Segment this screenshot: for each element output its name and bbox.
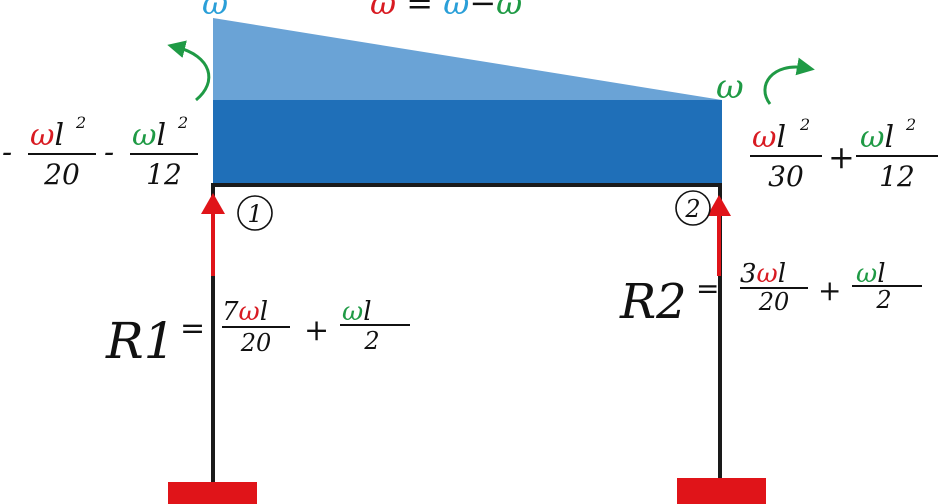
reaction-1-plus: + bbox=[304, 313, 329, 348]
node-1-label: 1 bbox=[247, 200, 262, 228]
eq-term-b: ω bbox=[496, 0, 522, 22]
reaction-arrow-1 bbox=[201, 193, 225, 276]
reaction-2-t2-den: 2 bbox=[875, 286, 891, 314]
moment-left-sign-1: - bbox=[2, 135, 12, 170]
moment-right-t1-exp: 2 bbox=[799, 115, 810, 134]
moment-left-sign-2: - bbox=[104, 135, 114, 170]
reaction-1-t2-den: 2 bbox=[363, 327, 379, 355]
reaction-2-label: R2 bbox=[619, 274, 687, 330]
node-2-marker: 2 bbox=[675, 190, 711, 226]
reaction-1-t1-den: 20 bbox=[240, 329, 272, 357]
moment-left-t2-den: 12 bbox=[146, 158, 182, 191]
reaction-1-expression: R1 = 7ωl 20 + ωl 2 bbox=[105, 297, 410, 370]
eq-minus: − bbox=[469, 0, 496, 22]
moment-left-t1-den: 20 bbox=[43, 158, 80, 191]
reaction-2-t2-num: ωl bbox=[856, 259, 886, 289]
reaction-arrow-2 bbox=[707, 195, 731, 276]
moment-left-t2-num: ωl bbox=[132, 118, 166, 153]
node-1-marker: 1 bbox=[237, 195, 273, 231]
right-fixed-support bbox=[677, 478, 766, 504]
moment-right-t1-num: ωl bbox=[752, 120, 786, 155]
moment-left-expression: - ωl 2 20 - ωl 2 12 bbox=[2, 113, 198, 191]
moment-left-t1-exp: 2 bbox=[75, 113, 86, 132]
omega-left-label: ω bbox=[202, 0, 228, 22]
moment-right-t2-exp: 2 bbox=[905, 115, 916, 134]
reaction-1-t1-num: 7ωl bbox=[222, 297, 268, 327]
reaction-2-equals: = bbox=[696, 272, 719, 305]
reaction-1-equals: = bbox=[180, 311, 205, 346]
left-moment-arrow bbox=[167, 40, 211, 102]
right-moment-arrow bbox=[763, 57, 815, 105]
reaction-2-t1-den: 20 bbox=[758, 288, 790, 316]
moment-left-t1-num: ωl bbox=[30, 118, 64, 153]
omega-right-label: ω bbox=[716, 67, 744, 107]
uniform-load bbox=[213, 100, 722, 184]
reaction-1-t2-num: ωl bbox=[342, 297, 372, 327]
moment-left-t2-exp: 2 bbox=[177, 113, 188, 132]
moment-right-t1-den: 30 bbox=[768, 160, 804, 193]
eq-equals: = bbox=[396, 0, 443, 22]
eq-term-a: ω bbox=[443, 0, 469, 22]
node-2-label: 2 bbox=[684, 195, 700, 223]
moment-right-expression: ωl 2 30 + ωl 2 12 bbox=[750, 115, 938, 193]
reaction-2-plus: + bbox=[818, 274, 841, 307]
moment-right-t2-num: ωl bbox=[860, 120, 894, 155]
moment-right-t2-den: 12 bbox=[879, 160, 915, 193]
reaction-2-t1-num: 3ωl bbox=[740, 259, 786, 289]
reaction-2-expression: R2 = 3ωl 20 + ωl 2 bbox=[619, 259, 922, 330]
moment-right-plus: + bbox=[828, 138, 855, 176]
load-equation: ω = ω−ω bbox=[370, 0, 522, 22]
triangular-load bbox=[213, 18, 722, 100]
reaction-1-label: R1 bbox=[105, 312, 175, 370]
left-fixed-support bbox=[168, 482, 257, 504]
eq-lhs: ω bbox=[370, 0, 396, 22]
